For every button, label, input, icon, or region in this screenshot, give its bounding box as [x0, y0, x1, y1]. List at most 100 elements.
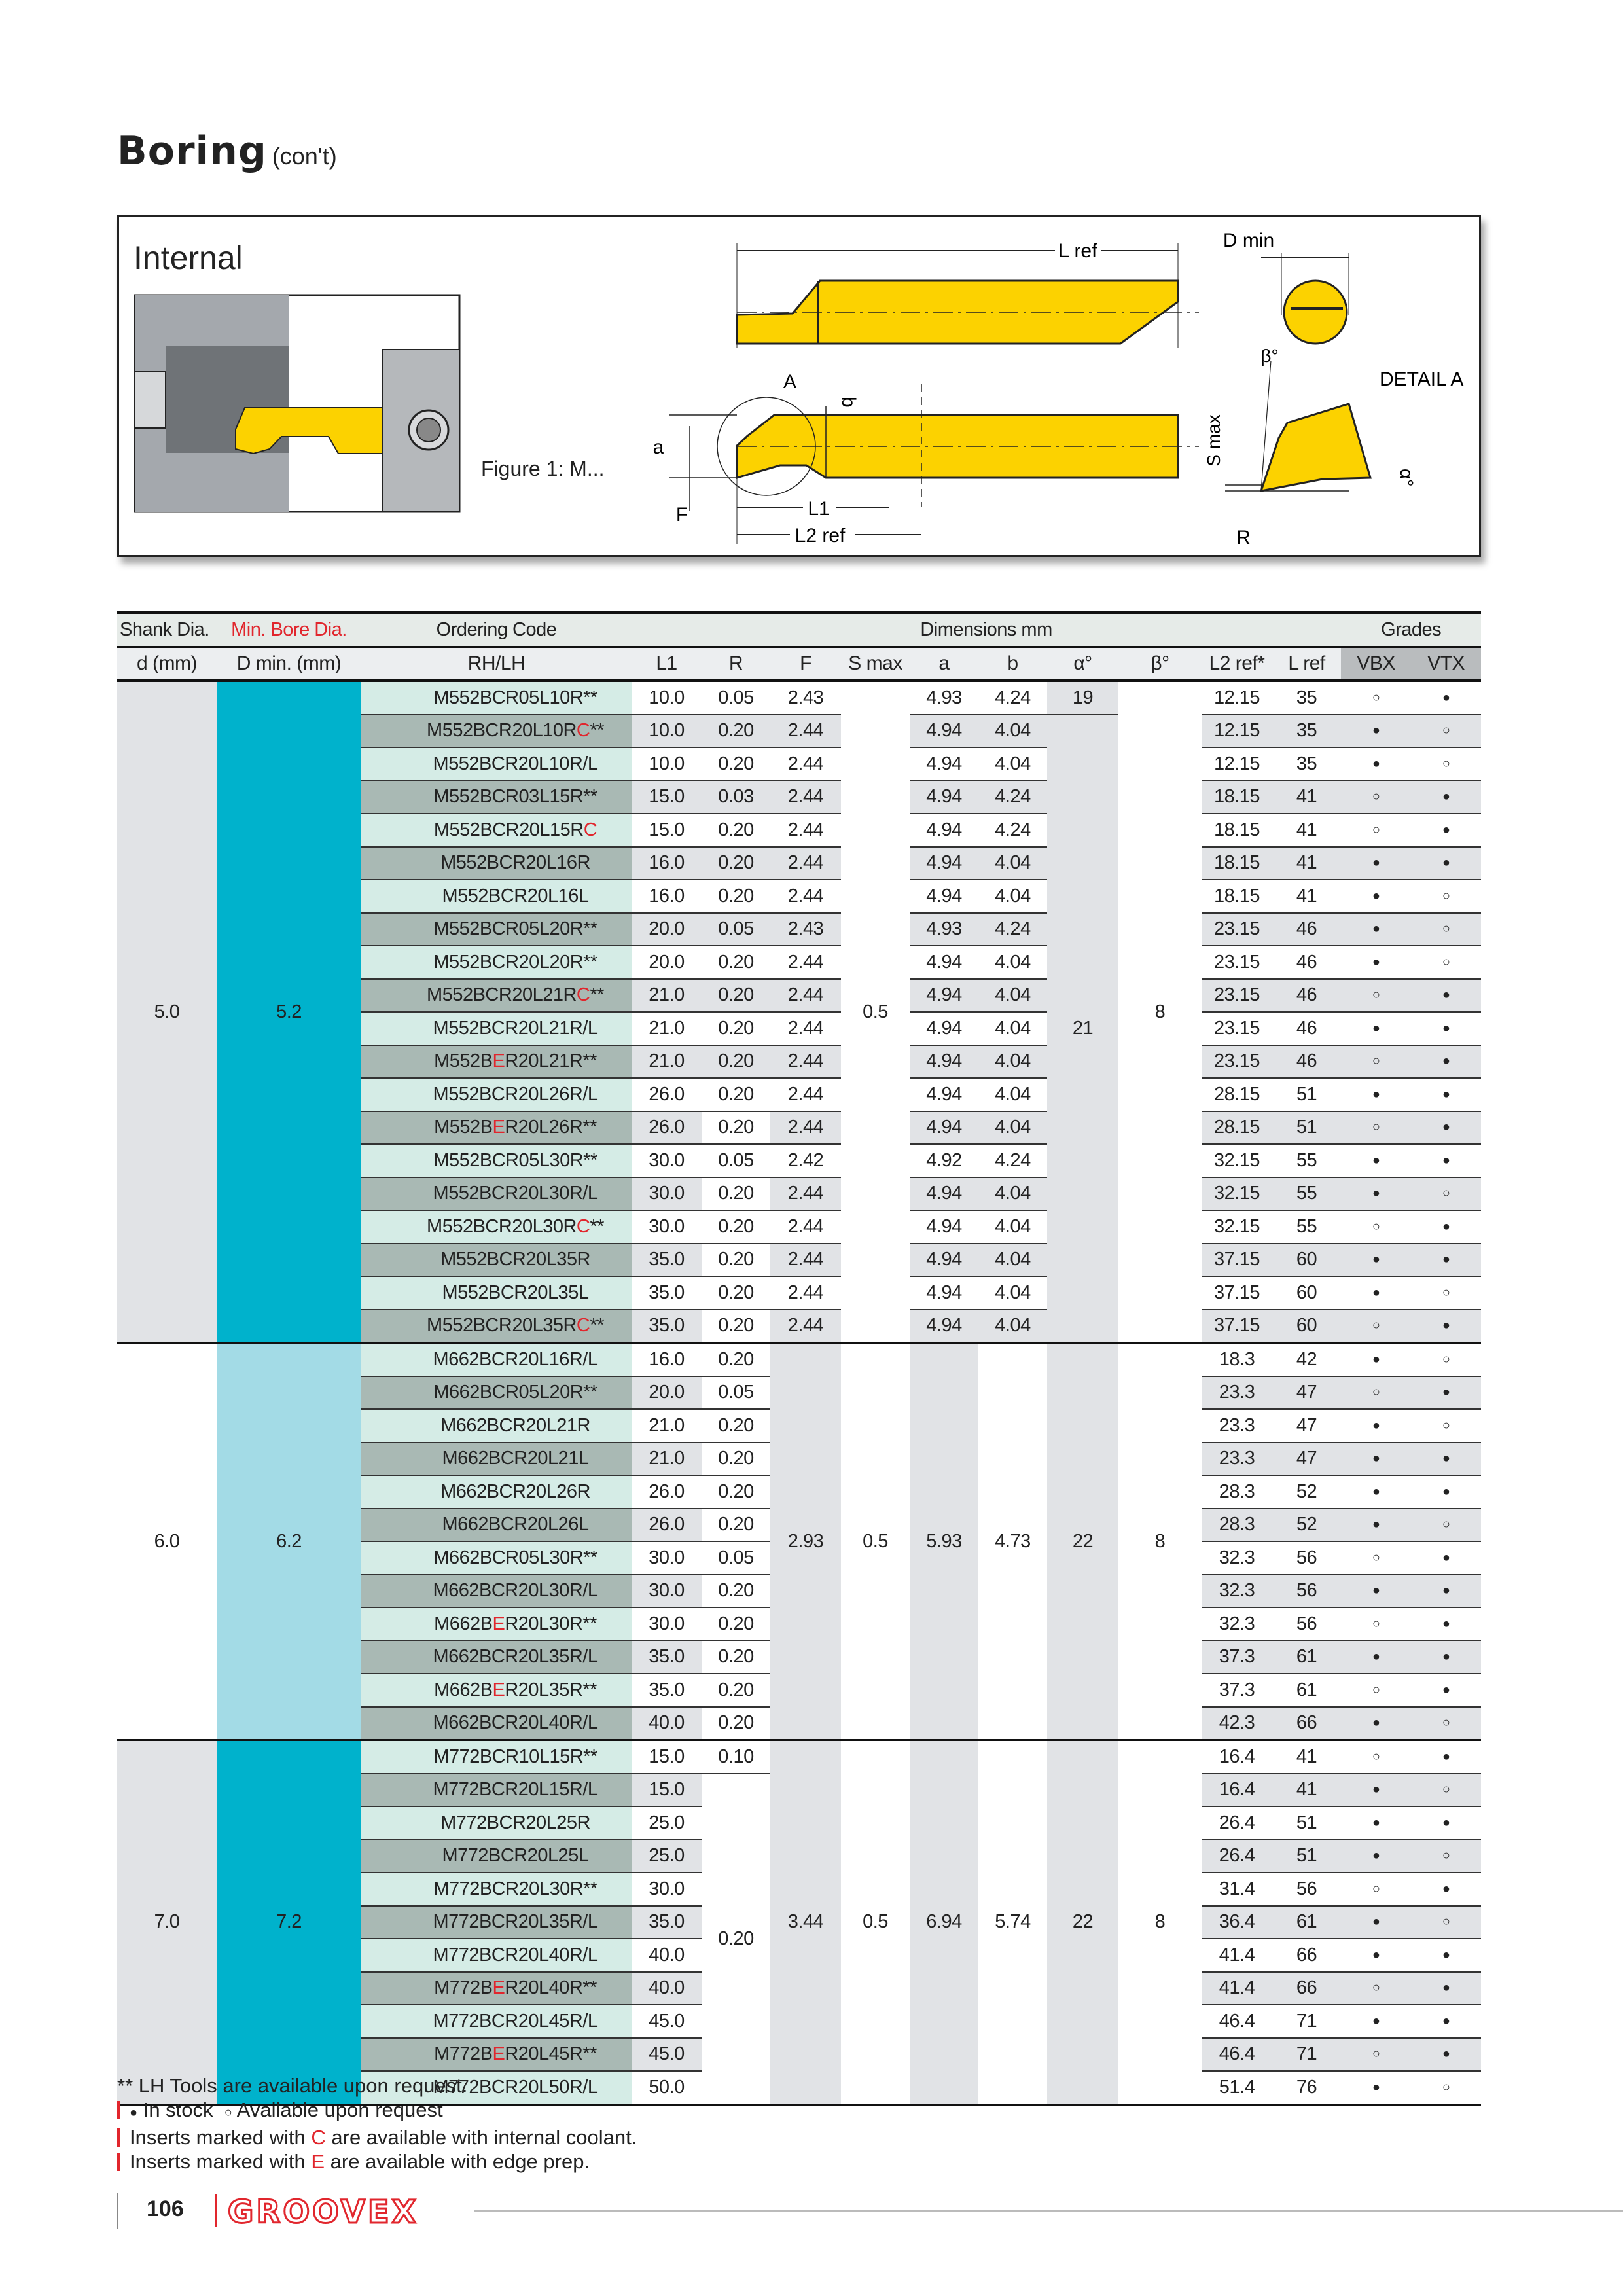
- cell-f: 2.44: [770, 1045, 841, 1079]
- cell-vtx: ●: [1411, 1210, 1482, 1244]
- dmin-label: D min: [1223, 230, 1274, 251]
- cell-b: 4.04: [978, 946, 1047, 980]
- cell-a: 4.94: [910, 946, 978, 980]
- min-bore-cell: 5.2: [217, 681, 361, 1344]
- cell-b: 4.04: [978, 1111, 1047, 1145]
- ordering-code: M772BCR20L50R/L: [361, 2071, 632, 2106]
- header-shank-dia: Shank Dia.: [117, 611, 217, 648]
- cell-vtx: ●: [1411, 978, 1482, 1013]
- table-row: M552BCR20L35RC** 35.0 0.20 2.44 4.94 4.04 37.1…: [117, 1309, 1482, 1344]
- code-variant-letter: E: [492, 1050, 505, 1072]
- figure-caption: Figure 1: M...: [481, 457, 605, 480]
- cell-vbx: ●: [1341, 1574, 1412, 1608]
- table-row: 7.0 7.2 M772BCR10L15R** 15.0 0.10 3.44 0.5 6.94…: [117, 1740, 1482, 2106]
- note-coolant: Inserts marked with C are available with…: [117, 2125, 637, 2149]
- cell-l2: 36.4: [1202, 1905, 1272, 1939]
- in-stock-symbol: ●: [130, 2106, 138, 2120]
- ordering-code: M552BCR20L35L: [361, 1276, 632, 1310]
- code-part: M662BCR05L30R**: [433, 1547, 597, 1568]
- cell-vtx: ●: [1411, 1607, 1482, 1641]
- ordering-code: M552BCR20L35RC**: [361, 1309, 632, 1344]
- cell-r: 0.05: [702, 1144, 770, 1178]
- page-number: 106: [147, 2197, 184, 2221]
- title-main: Boring: [117, 128, 267, 174]
- code-part: M662BCR20L21L: [442, 1448, 589, 1469]
- ordering-code: M772BCR20L25R: [361, 1806, 632, 1840]
- table-row: M552BCR20L35L 35.0 0.20 2.44 4.94 4.04 37.15 60…: [117, 1276, 1482, 1310]
- cell-lref: 52: [1272, 1475, 1342, 1509]
- cell-vbx: ●: [1341, 1078, 1412, 1112]
- cell-a: 4.94: [910, 1243, 978, 1277]
- cell-vbx: ●: [1341, 1243, 1412, 1277]
- cell-vtx: ○: [1411, 1905, 1482, 1939]
- cell-f-merged: 3.44: [770, 1740, 841, 2106]
- ordering-code: M552BCR05L20R**: [361, 912, 632, 946]
- table-row: M552BCR03L15R** 15.0 0.03 2.44 4.94 4.24 18.15…: [117, 780, 1482, 814]
- cell-beta-merged: 8: [1118, 1740, 1202, 2106]
- cell-vtx: ○: [1411, 1177, 1482, 1211]
- cell-vbx: ●: [1341, 1640, 1412, 1674]
- spec-table-body: 5.0 5.2 M552BCR05L10R** 10.0 0.05 2.43 0.5 4.93…: [117, 681, 1482, 2106]
- code-part: M552BCR20L21R/L: [433, 1017, 598, 1039]
- cell-r: 0.20: [702, 978, 770, 1013]
- cell-lref: 66: [1272, 1706, 1342, 1741]
- cell-l1: 21.0: [632, 1409, 702, 1443]
- cell-lref: 60: [1272, 1276, 1342, 1310]
- cell-r: 0.20: [702, 1078, 770, 1112]
- table-row: M552BCR20L35R 35.0 0.20 2.44 4.94 4.04 37.15 60…: [117, 1243, 1482, 1277]
- code-part: M552BCR20L16R: [440, 852, 590, 874]
- table-row: M662BCR20L40R/L 40.0 0.20 42.3 66 ● ○: [117, 1706, 1482, 1741]
- cell-vtx: ●: [1411, 1012, 1482, 1046]
- table-row: M552BCR05L30R** 30.0 0.05 2.42 4.92 4.24 32.15…: [117, 1144, 1482, 1178]
- cell-r: 0.05: [702, 1376, 770, 1410]
- cell-l2: 37.15: [1202, 1276, 1272, 1310]
- col-l2ref: L2 ref*: [1202, 647, 1272, 682]
- cell-r: 0.20: [702, 814, 770, 848]
- code-part: **: [590, 984, 604, 1006]
- code-part: M552BCR20L35L: [442, 1282, 589, 1303]
- cell-l1: 30.0: [632, 1574, 702, 1608]
- code-part: M772BCR10L15R**: [433, 1746, 597, 1767]
- cell-f: 2.44: [770, 814, 841, 848]
- cell-b: 4.24: [978, 681, 1047, 715]
- cell-a: 4.94: [910, 747, 978, 781]
- cell-l2: 12.15: [1202, 747, 1272, 781]
- cell-l2: 12.15: [1202, 681, 1272, 715]
- cell-vbx: ●: [1341, 912, 1412, 946]
- detail-a-label: DETAIL A: [1380, 368, 1463, 390]
- cell-r: 0.20: [702, 1442, 770, 1476]
- cell-lref: 41: [1272, 780, 1342, 814]
- cell-vtx: ○: [1411, 912, 1482, 946]
- cell-lref: 35: [1272, 714, 1342, 748]
- cell-l1: 50.0: [632, 2071, 702, 2106]
- table-row: M662BCR05L20R** 20.0 0.05 23.3 47 ○ ●: [117, 1376, 1482, 1410]
- cell-l1: 25.0: [632, 1839, 702, 1873]
- cell-r: 0.10: [702, 1740, 770, 1774]
- cell-lref: 61: [1272, 1905, 1342, 1939]
- ordering-code: M662BER20L30R**: [361, 1607, 632, 1641]
- cell-vtx: ●: [1411, 1806, 1482, 1840]
- ordering-code: M662BER20L35R**: [361, 1674, 632, 1708]
- table-row: M662BCR20L26L 26.0 0.20 28.3 52 ● ○: [117, 1508, 1482, 1542]
- cell-a: 4.94: [910, 978, 978, 1013]
- cell-smax-merged: 0.5: [841, 1740, 910, 2106]
- note-letter: C: [311, 2126, 326, 2149]
- ordering-code: M772BCR20L35R/L: [361, 1905, 632, 1939]
- cell-l1: 45.0: [632, 2005, 702, 2039]
- cell-r: 0.20: [702, 1045, 770, 1079]
- table-row: M772BCR20L30R** 30.0 31.4 56 ○ ●: [117, 1873, 1482, 1907]
- note-text: Inserts marked with: [130, 2150, 312, 2173]
- cell-lref: 66: [1272, 1939, 1342, 1973]
- code-part: R20L45R**: [505, 2043, 597, 2065]
- l1-label: L1: [808, 498, 829, 520]
- cell-lref: 52: [1272, 1508, 1342, 1542]
- cell-l1: 21.0: [632, 1442, 702, 1476]
- cell-l2: 41.4: [1202, 1971, 1272, 2005]
- code-part: M552B: [434, 1117, 493, 1138]
- ordering-code: M662BCR20L35R/L: [361, 1640, 632, 1674]
- table-row: M772BCR20L15R/L 15.0 0.20 16.4 41 ● ○: [117, 1773, 1482, 2106]
- code-part: M552BCR20L30R: [427, 1215, 577, 1237]
- cell-vbx: ○: [1341, 1607, 1412, 1641]
- cell-a: 4.94: [910, 814, 978, 848]
- table-row: M552BCR20L10R/L 10.0 0.20 2.44 4.94 4.04 12.15…: [117, 747, 1482, 781]
